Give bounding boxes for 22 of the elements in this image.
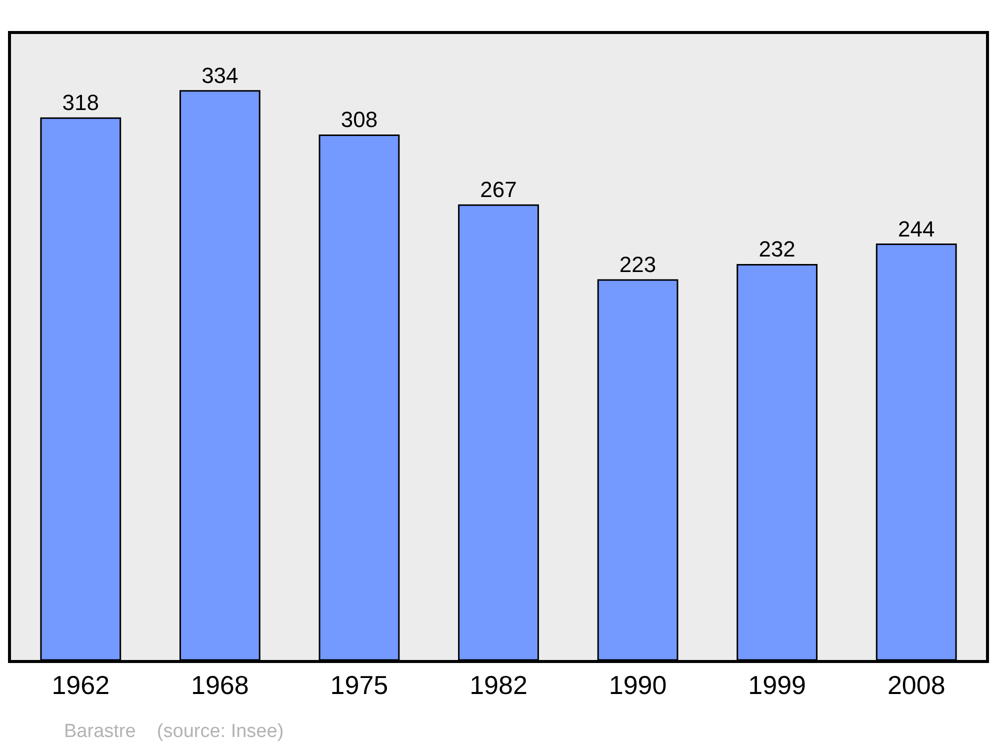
- data-label: 318: [62, 90, 100, 116]
- data-label: 267: [480, 177, 517, 202]
- x-tick-label: 1968: [191, 670, 249, 700]
- x-tick-label: 1962: [52, 670, 110, 700]
- bar: [736, 264, 818, 660]
- x-tick-label: 1999: [748, 670, 806, 700]
- bar: [40, 117, 122, 660]
- bar: [179, 90, 260, 660]
- data-label: 334: [202, 62, 238, 88]
- data-label: 244: [898, 216, 935, 242]
- bar: [597, 279, 678, 660]
- data-label: 232: [758, 236, 796, 262]
- x-tick-label: 1990: [608, 670, 667, 700]
- bar: [458, 204, 539, 660]
- data-label: 308: [340, 107, 378, 132]
- bar: [318, 134, 400, 660]
- text: Barastre (source: Insee): [64, 721, 284, 742]
- x-tick-label: 1975: [330, 670, 388, 700]
- x-tick-label: 2008: [887, 670, 946, 700]
- x-tick-label: 1982: [470, 670, 528, 700]
- bar: [876, 244, 957, 660]
- data-label: 223: [619, 252, 656, 278]
